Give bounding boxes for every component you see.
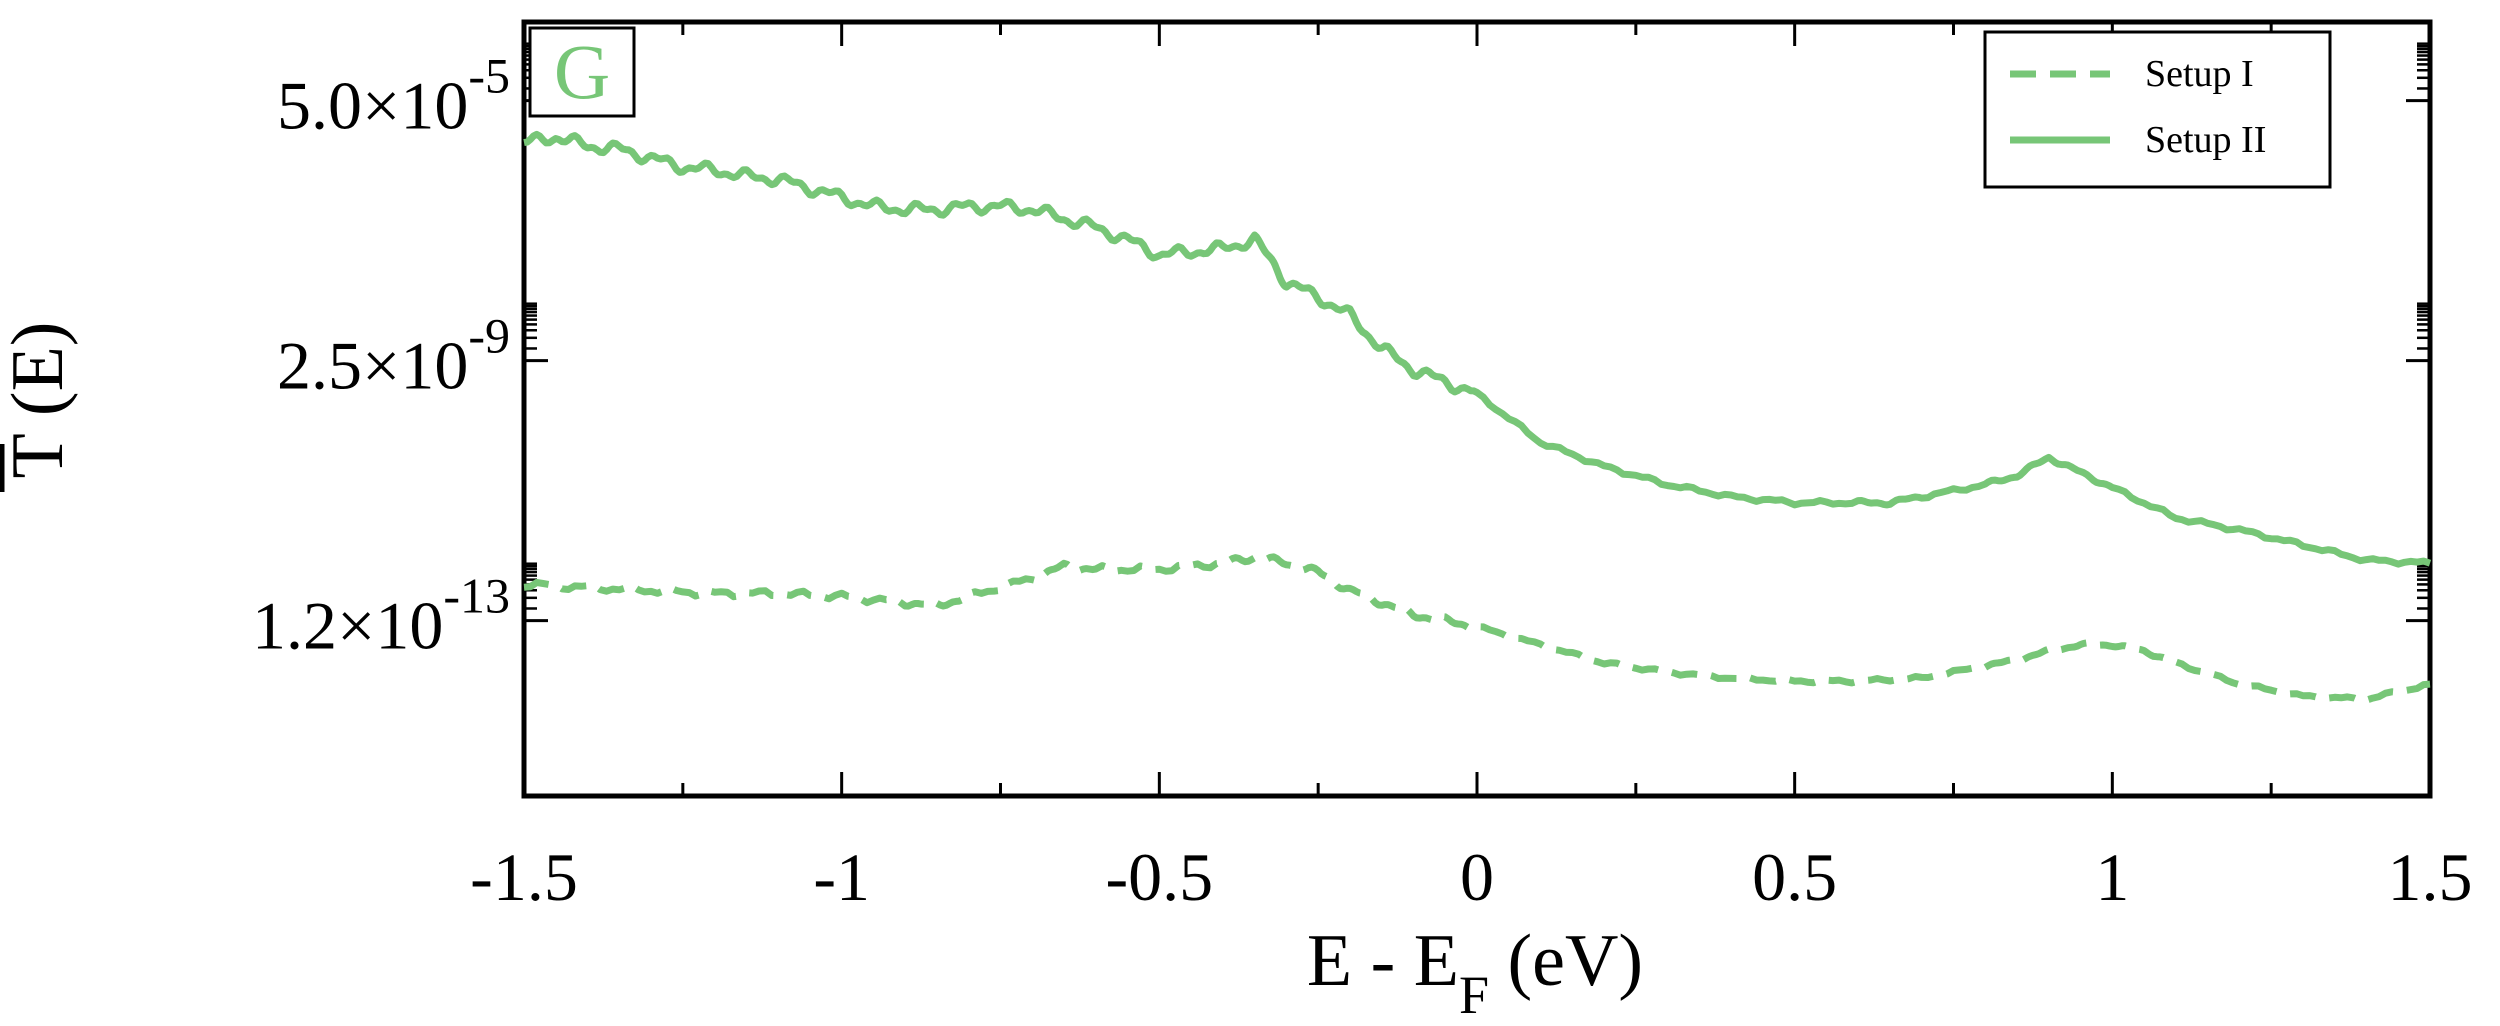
x-tick-label: -0.5 bbox=[1106, 839, 1214, 915]
x-tick-label: 0 bbox=[1460, 839, 1494, 915]
x-axis-label-main: E - E bbox=[1307, 920, 1459, 1002]
legend-label-setup-i: Setup I bbox=[2145, 53, 2254, 95]
series-line-setup-i bbox=[523, 553, 2431, 704]
panel-label-box bbox=[528, 26, 636, 118]
svg-text:T (E): T (E) bbox=[0, 322, 79, 479]
x-axis-label: E - EF (eV) bbox=[1307, 920, 1643, 1025]
y-axis: 5.0×10-5 2.5×10-9 1.2×10-13 bbox=[252, 42, 2430, 664]
x-tick-label: -1.5 bbox=[470, 839, 578, 915]
y-tick-label: 1.2×10-13 bbox=[252, 568, 510, 664]
x-tick-label: 0.5 bbox=[1752, 839, 1837, 915]
x-tick-label: -1 bbox=[813, 839, 870, 915]
legend-label-setup-ii: Setup II bbox=[2145, 119, 2266, 161]
x-axis-label-sub: F bbox=[1459, 965, 1489, 1025]
x-axis-label-unit: (eV) bbox=[1489, 920, 1643, 1002]
x-tick-label: 1 bbox=[2095, 839, 2129, 915]
x-tick-label: 1.5 bbox=[2388, 839, 2473, 915]
legend: Setup I Setup II bbox=[1983, 30, 2332, 189]
y-axis-label-letter: T bbox=[0, 434, 79, 478]
legend-box bbox=[1983, 30, 2332, 189]
panel-label: G bbox=[554, 28, 610, 115]
plot-series bbox=[523, 130, 2432, 704]
y-tick-label: 2.5×10-9 bbox=[277, 308, 510, 404]
y-axis-label-arg: (E) bbox=[0, 322, 79, 435]
y-axis-label: T (E) bbox=[0, 322, 79, 492]
series-line-setup-ii bbox=[523, 130, 2432, 568]
y-tick-label: 5.0×10-5 bbox=[277, 48, 510, 144]
